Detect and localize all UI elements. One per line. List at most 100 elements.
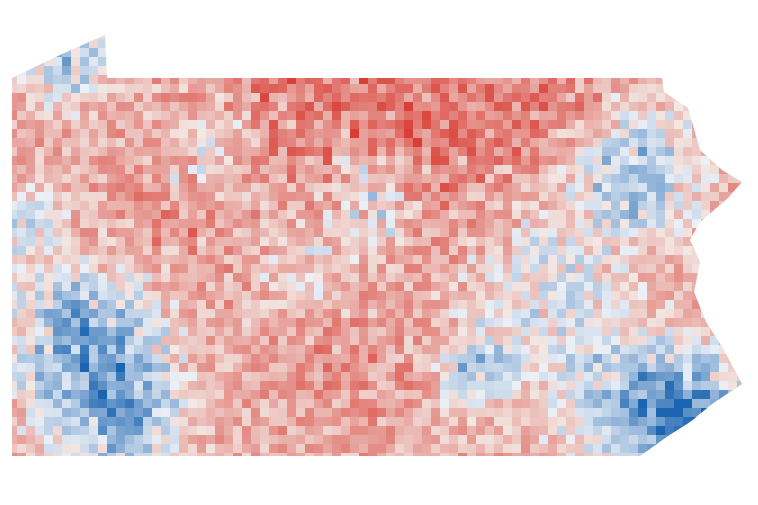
precinct [26, 111, 37, 122]
precinct [44, 327, 55, 336]
precinct [35, 453, 46, 456]
precinct [422, 84, 434, 93]
precinct [440, 201, 454, 210]
precinct [440, 75, 452, 85]
precinct [566, 165, 578, 175]
precinct [251, 120, 262, 130]
precinct [530, 129, 540, 141]
precinct [620, 381, 629, 392]
precinct [584, 354, 593, 368]
precinct [440, 156, 450, 166]
precinct [395, 444, 406, 456]
precinct [413, 453, 426, 456]
precinct [62, 156, 75, 166]
precinct [359, 111, 369, 121]
precinct [575, 255, 585, 267]
precinct [629, 336, 640, 348]
precinct [485, 300, 494, 311]
precinct [314, 300, 325, 310]
precinct [440, 399, 449, 413]
precinct [656, 120, 669, 131]
precinct [332, 237, 346, 247]
precinct [647, 174, 660, 185]
precinct [251, 93, 264, 103]
precinct [269, 264, 279, 277]
precinct [557, 84, 566, 93]
precinct [98, 210, 108, 220]
precinct [206, 435, 219, 446]
precinct [521, 255, 531, 266]
precinct [179, 327, 192, 337]
precinct [206, 228, 217, 239]
precinct [287, 237, 296, 251]
precinct [269, 417, 280, 430]
precinct [260, 399, 270, 410]
precinct [458, 174, 470, 184]
precinct [683, 309, 693, 322]
precinct [476, 390, 487, 403]
precinct [143, 273, 153, 284]
precinct [593, 129, 604, 142]
precinct [215, 408, 227, 418]
precinct [512, 147, 521, 157]
precinct [278, 255, 289, 269]
precinct [143, 75, 153, 86]
precinct [368, 129, 379, 139]
precinct [170, 417, 179, 429]
precinct [575, 192, 584, 201]
precinct [89, 282, 100, 292]
precinct [377, 273, 388, 285]
precinct [674, 147, 688, 157]
precinct [449, 390, 458, 399]
precinct [35, 210, 44, 224]
precinct [107, 318, 119, 328]
precinct [611, 165, 624, 175]
precinct [422, 102, 433, 112]
precinct [296, 417, 305, 427]
precinct [269, 444, 280, 456]
precinct [548, 435, 558, 446]
precinct [323, 93, 336, 104]
precinct [350, 219, 360, 230]
precinct [332, 264, 341, 278]
precinct [161, 444, 174, 454]
precinct [584, 417, 595, 427]
precinct [575, 282, 585, 293]
precinct [359, 255, 371, 265]
precinct [368, 291, 378, 301]
precinct [647, 138, 660, 149]
precinct [323, 282, 333, 294]
precinct [611, 183, 622, 193]
precinct [278, 453, 289, 456]
precinct [575, 309, 588, 319]
precinct [206, 129, 215, 139]
precinct [548, 336, 558, 348]
precinct [17, 75, 28, 86]
precinct [521, 174, 531, 185]
precinct [314, 111, 325, 125]
precinct [179, 237, 189, 250]
precinct [368, 237, 381, 248]
precinct [296, 201, 309, 211]
precinct [125, 354, 136, 367]
precinct [638, 309, 648, 318]
precinct [80, 228, 94, 239]
precinct [35, 237, 47, 246]
precinct [413, 408, 424, 418]
precinct [548, 264, 559, 274]
precinct [134, 210, 147, 221]
precinct [206, 201, 218, 211]
precinct [494, 354, 504, 366]
precinct [89, 174, 100, 183]
precinct [215, 237, 227, 246]
precinct [251, 390, 261, 399]
precinct [269, 84, 279, 98]
precinct [458, 417, 468, 427]
precinct [278, 183, 288, 194]
precinct [647, 417, 657, 430]
precinct [485, 201, 497, 212]
precinct [413, 84, 426, 94]
precinct [557, 381, 566, 390]
precinct [620, 426, 630, 439]
precinct [62, 93, 73, 103]
